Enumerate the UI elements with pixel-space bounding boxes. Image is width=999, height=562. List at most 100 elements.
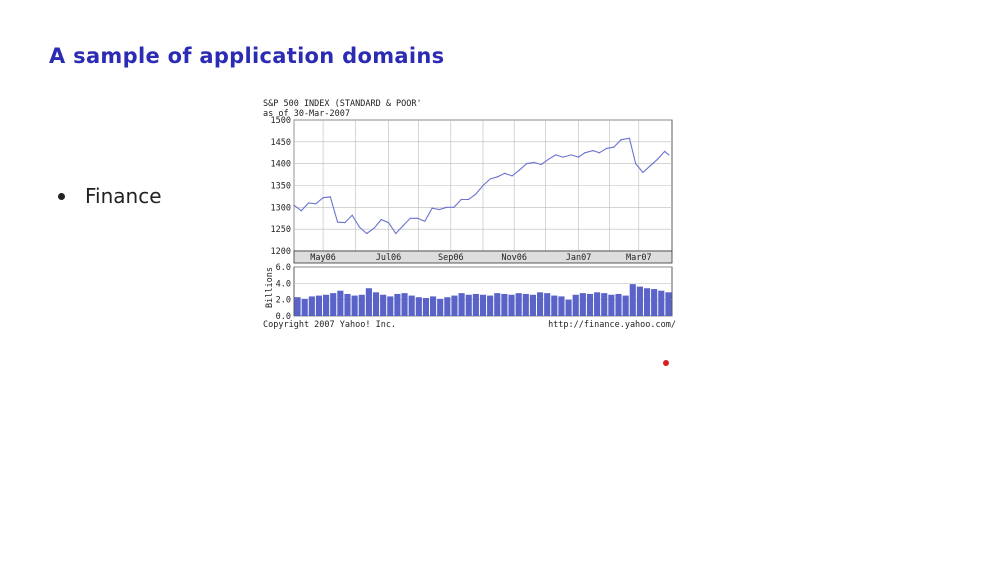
volume-bar [465,294,472,316]
date-tick-label: Nov06 [501,253,527,263]
price-point [577,156,580,158]
volume-bar [572,294,579,316]
volume-bar [323,294,330,316]
volume-bar [558,296,565,316]
volume-bar [351,295,358,316]
price-point [380,218,382,221]
chart-source-url: http://finance.yahoo.com/ [548,320,676,330]
price-tick-label: 1350 [271,182,291,192]
volume-bar [622,295,629,316]
volume-bar [472,293,479,316]
date-strip-bg [293,250,673,264]
price-point [598,152,600,154]
volume-tick-label: 0.0 [276,312,291,322]
volume-bar [515,293,522,316]
price-point [409,217,411,219]
volume-bar [601,293,608,316]
volume-bar [422,298,430,316]
price-point [526,163,528,165]
volume-bar [294,297,301,316]
volume-bar [365,288,372,316]
price-point [453,206,455,208]
volume-bar [444,297,451,316]
price-point [402,225,404,227]
volume-tick-label: 4.0 [276,279,291,289]
price-point [431,207,433,209]
price-point [344,222,346,224]
volume-bar [586,293,594,316]
volume-bar [380,294,387,316]
price-tick-label: 1250 [271,225,291,235]
price-point [315,203,317,205]
price-point [322,197,324,199]
price-point [307,202,310,204]
price-point [511,175,513,177]
price-point [460,198,462,201]
volume-bar [501,293,508,316]
volume-bar [394,293,401,316]
price-point [373,227,375,229]
volume-bar [315,295,323,316]
date-tick-label: Sep06 [438,253,464,263]
bullet-dot-icon [58,192,65,200]
volume-bar [636,286,643,316]
price-point [649,165,651,167]
volume-bar [337,290,344,316]
date-tick-label: Jan07 [566,253,592,263]
volume-bar [579,293,586,316]
price-point [366,232,368,235]
chart-svg: S&P 500 INDEX (STANDARD & POOR' as of 30… [263,99,676,330]
price-point [656,158,659,160]
volume-bar [372,292,380,316]
volume-bar [430,296,437,316]
volume-bar [565,299,572,316]
price-tick-label: 1500 [271,116,291,126]
volume-bar [615,293,622,316]
slide-title: A sample of application domains [49,44,445,68]
price-point [482,184,484,187]
price-point [475,193,477,195]
chart-title: S&P 500 INDEX (STANDARD & POOR' [263,99,422,109]
volume-bar [529,294,536,316]
volume-bar [551,295,558,316]
price-point [533,161,535,163]
price-tick-label: 1400 [271,160,291,170]
volume-bar [544,293,551,316]
price-point [664,150,666,153]
volume-bar [344,293,351,316]
bullet-item-finance: Finance [58,184,162,208]
volume-bar [522,293,529,316]
price-tick-label: 1450 [271,138,291,148]
price-point [642,171,644,173]
volume-axis-label: Billions [265,267,275,308]
price-point [446,206,448,208]
volume-bar [308,296,315,316]
price-tick-label: 1200 [271,247,291,257]
volume-tick-label: 2.0 [276,296,291,306]
price-point [467,198,470,201]
volume-bar [458,293,465,316]
price-panel: 1500 1450 1400 1350 1300 1250 1200 [271,116,673,257]
price-point [628,137,631,139]
volume-bar [608,294,615,316]
price-point [584,152,586,154]
chart-copyright: Copyright 2007 Yahoo! Inc. [263,320,396,330]
volume-panel: 6.0 4.0 2.0 0.0 [276,263,673,322]
price-point [504,172,506,174]
price-point [540,163,542,166]
volume-bar [451,295,458,316]
price-point [496,176,499,178]
price-point [387,222,390,224]
volume-bar [330,293,337,316]
volume-bar [415,297,422,316]
bullet-text: Finance [85,184,162,208]
price-point [300,210,302,212]
volume-bar [594,292,601,316]
volume-bar [437,298,444,316]
volume-bar [494,293,501,316]
date-tick-label: Jul06 [376,253,402,263]
date-axis-strip: May06 Jul06 Sep06 Nov06 Jan07 Mar07 [293,250,673,264]
volume-bar [629,284,636,316]
volume-tick-label: 6.0 [276,263,291,273]
volume-bar [401,293,408,316]
